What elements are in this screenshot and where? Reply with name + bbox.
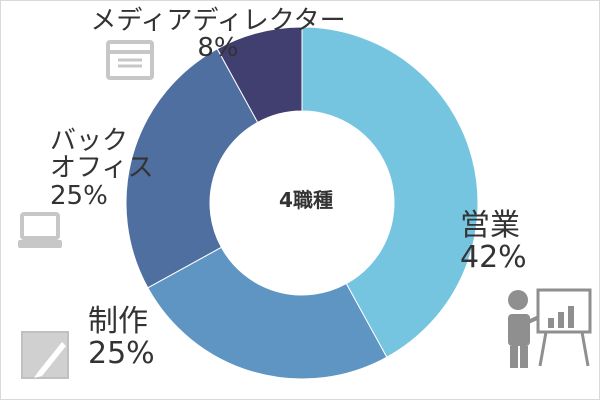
browser-window-icon (106, 40, 154, 80)
center-label: 4職種 (279, 188, 333, 212)
slice-value-production: 25% (88, 335, 155, 371)
pen-paper-icon (21, 331, 69, 379)
slice-label-backoffice: バック オフィス 25% (50, 126, 170, 211)
slice-name-media-director: メディアディレクター (90, 6, 346, 36)
laptop-icon (18, 212, 62, 248)
slice-name-production: 制作 (88, 304, 148, 339)
presenter-chart-icon (508, 288, 592, 368)
slice-value-backoffice: 25% (50, 180, 108, 211)
slice-value-sales: 42% (460, 239, 527, 275)
slice-label-sales: 営業 42% (460, 210, 527, 273)
slice-label-media-director: メディアディレクター 8% (88, 6, 348, 64)
slice-name-backoffice: バック オフィス (50, 126, 154, 184)
slice-label-production: 制作 25% (88, 306, 155, 369)
slice-name-sales: 営業 (460, 208, 520, 243)
donut-hole (210, 111, 394, 295)
slice-value-media-director: 8% (197, 33, 239, 64)
